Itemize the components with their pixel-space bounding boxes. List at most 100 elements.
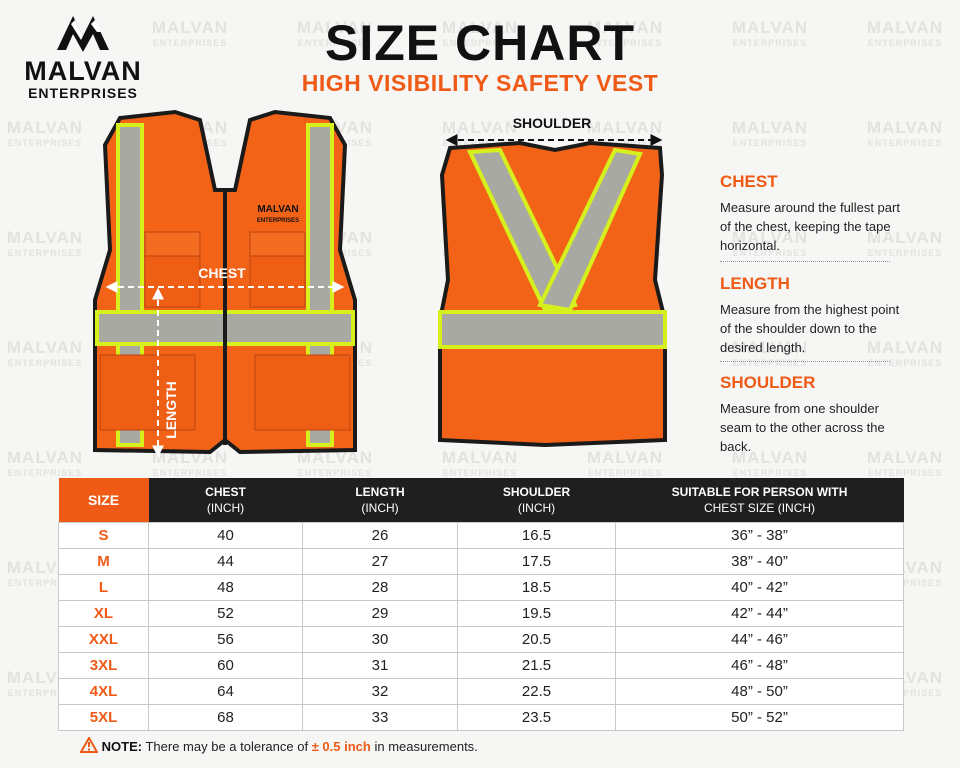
table-row: XXL 56 30 20.5 44” - 46” (58, 626, 904, 653)
note-highlight: ± 0.5 inch (311, 739, 371, 754)
watermark-sub: ENTERPRISES (867, 688, 943, 698)
table-row: 3XL 60 31 21.5 46” - 48” (58, 652, 904, 679)
guide-shoulder: SHOULDER Measure from one shoulder seam … (720, 373, 910, 456)
table-row: 5XL 68 33 23.5 50” - 52” (58, 704, 904, 731)
watermark-sub: ENTERPRISES (7, 578, 83, 588)
table-cell: 33 (302, 704, 458, 731)
table-cell: 19.5 (457, 600, 616, 627)
column-header-text: SIZE (87, 492, 120, 508)
guide-chest: CHEST Measure around the fullest part of… (720, 172, 910, 255)
watermark-sub: ENTERPRISES (442, 38, 518, 48)
table-cell: 40 (148, 522, 303, 549)
guide-title: CHEST (720, 172, 778, 191)
watermark-sub: ENTERPRISES (7, 688, 83, 698)
size-cell: XL (58, 600, 149, 627)
table-cell: 56 (148, 626, 303, 653)
watermark-sub: ENTERPRISES (867, 138, 943, 148)
guide-title: LENGTH (720, 274, 790, 293)
table-cell: 28 (302, 574, 458, 601)
note-text: There may be a tolerance of (145, 739, 309, 754)
table-cell: 17.5 (457, 548, 616, 575)
watermark-sub: ENTERPRISES (587, 468, 663, 478)
vest-brand-sub: ENTERPRISES (257, 218, 299, 224)
table-cell: 26 (302, 522, 458, 549)
watermark-name: MALVAN (441, 448, 519, 467)
back-vest: SHOULDER (438, 115, 667, 448)
watermark-sub: ENTERPRISES (7, 358, 83, 368)
warning-icon (79, 735, 99, 753)
subtitle: HIGH VISIBILITY SAFETY VEST (301, 70, 659, 96)
watermark-name: MALVAN (866, 118, 944, 137)
table-cell: 20.5 (457, 626, 616, 653)
header-row: SIZE CHEST (INCH) LENGTH (INCH) SHOULDER (INCH… (58, 478, 904, 523)
size-cell: L (58, 574, 149, 601)
watermark-sub: ENTERPRISES (442, 468, 518, 478)
table-cell: 50” - 52” (615, 704, 904, 731)
table-cell: 36” - 38” (615, 522, 904, 549)
column-header: SUITABLE FOR PERSON WITH CHEST SIZE (INCH… (615, 478, 904, 523)
watermark-sub: ENTERPRISES (297, 468, 373, 478)
table-row: M 44 27 17.5 38” - 40” (58, 548, 904, 575)
shoulder-label: SHOULDER (513, 115, 592, 131)
table-body: S 40 26 16.5 36” - 38” M 44 27 17.5 38” - 40” L 48 2… (58, 522, 904, 731)
column-header-text: SUITABLE FOR PERSON WITH (671, 485, 848, 499)
table-cell: 32 (302, 678, 458, 705)
watermark-name: MALVAN (731, 18, 809, 37)
watermark-name: MALVAN (441, 118, 519, 137)
vest-illustrations: MALVAN ENTERPRISES CHEST LENGTH SHOULDER (93, 109, 667, 458)
watermark-sub: ENTERPRISES (732, 358, 808, 368)
size-cell: M (58, 548, 149, 575)
watermark-sub: ENTERPRISES (732, 468, 808, 478)
watermark-sub: ENTERPRISES (7, 468, 83, 478)
size-cell: 3XL (58, 652, 149, 679)
column-header-text: CHEST (205, 485, 246, 499)
table-cell: 30 (302, 626, 458, 653)
watermark-name: MALVAN (441, 18, 519, 37)
watermark-sub: ENTERPRISES (732, 248, 808, 258)
column-header-text: LENGTH (355, 485, 405, 499)
table-cell: 21.5 (457, 652, 616, 679)
watermark-name: MALVAN (586, 448, 664, 467)
watermark-sub: ENTERPRISES (867, 38, 943, 48)
table-row: S 40 26 16.5 36” - 38” (58, 522, 904, 549)
watermark-name: MALVAN (866, 228, 944, 247)
table-cell: 68 (148, 704, 303, 731)
table-cell: 48 (148, 574, 303, 601)
logo-mark (57, 16, 109, 52)
column-header: CHEST (INCH) (148, 478, 303, 523)
watermark-sub: ENTERPRISES (867, 578, 943, 588)
table-cell: 16.5 (457, 522, 616, 549)
table-cell: 52 (148, 600, 303, 627)
watermark-name: MALVAN (866, 338, 944, 357)
watermark-sub: ENTERPRISES (7, 138, 83, 148)
watermark-sub: ENTERPRISES (587, 38, 663, 48)
size-cell: XXL (58, 626, 149, 653)
table-cell: 23.5 (457, 704, 616, 731)
watermark-sub: ENTERPRISES (867, 248, 943, 258)
title: SIZE CHART (325, 15, 635, 71)
watermark-name: MALVAN (151, 18, 229, 37)
watermark-name: MALVAN (866, 18, 944, 37)
size-cell: 5XL (58, 704, 149, 731)
watermark-sub: ENTERPRISES (152, 38, 228, 48)
column-header-text: SHOULDER (502, 485, 571, 499)
column-header: SIZE (58, 478, 149, 523)
table-row: XL 52 29 19.5 42” - 44” (58, 600, 904, 627)
table-cell: 27 (302, 548, 458, 575)
watermark-name: MALVAN (6, 448, 84, 467)
table-cell: 60 (148, 652, 303, 679)
watermark-sub: ENTERPRISES (152, 468, 228, 478)
